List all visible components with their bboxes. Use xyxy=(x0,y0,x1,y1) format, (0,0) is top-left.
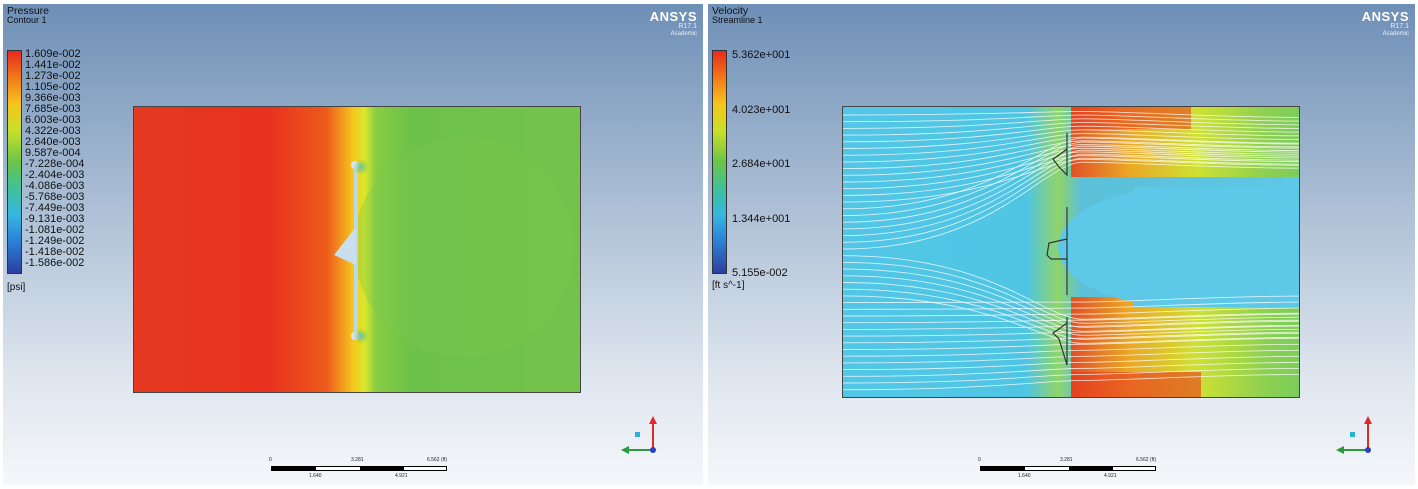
legend-label: -2.404e-003 xyxy=(25,169,85,181)
streamline xyxy=(843,141,1299,216)
streamline xyxy=(843,337,1299,350)
streamline xyxy=(843,153,1299,237)
legend-label: 4.023e+001 xyxy=(732,104,791,116)
streamline xyxy=(843,307,1299,317)
legend-unit: [psi] xyxy=(7,282,26,293)
streamline xyxy=(843,361,1299,377)
legend-label: -7.449e-003 xyxy=(25,202,85,214)
streamline xyxy=(843,301,1299,310)
legend-label: 7.685e-003 xyxy=(25,103,81,115)
streamline xyxy=(843,288,1299,340)
legend-label: 2.640e-003 xyxy=(25,136,81,148)
velocity-viewport[interactable]: Velocity Streamline 1 5.362e+001 4.023e+… xyxy=(708,4,1415,485)
legend-label: -1.586e-002 xyxy=(25,257,85,269)
streamline xyxy=(843,137,1299,210)
legend-label: 9.366e-003 xyxy=(25,92,81,104)
axis-triad xyxy=(1336,416,1372,454)
streamline xyxy=(843,319,1299,330)
streamline xyxy=(843,349,1299,364)
streamline-domain[interactable] xyxy=(842,106,1300,398)
streamline xyxy=(843,144,1299,176)
legend-title: Velocity xyxy=(712,5,749,17)
legend-label: 1.441e-002 xyxy=(25,59,81,71)
streamline xyxy=(843,140,1299,170)
legend-label: 1.273e-002 xyxy=(25,70,81,82)
legend-label: -1.081e-002 xyxy=(25,224,85,236)
legend-label: 4.322e-003 xyxy=(25,125,81,137)
streamline xyxy=(843,255,1299,320)
scale-bar: 0 3.281 6.562 (ft) 1.640 4.921 xyxy=(269,457,448,479)
streamline xyxy=(843,110,1299,118)
legend-title: Pressure xyxy=(7,5,50,17)
streamline xyxy=(843,145,1299,223)
pressure-colorbar xyxy=(7,50,22,274)
pressure-contour-domain[interactable] xyxy=(133,106,581,393)
legend-label: 1.344e+001 xyxy=(732,213,791,225)
legend-label: -9.131e-003 xyxy=(25,213,85,225)
legend-label: 1.609e-002 xyxy=(25,48,81,60)
legend-label: -5.768e-003 xyxy=(25,191,85,203)
legend-label: -1.249e-002 xyxy=(25,235,85,247)
streamline xyxy=(843,331,1299,344)
streamline xyxy=(843,125,1299,143)
streamline xyxy=(843,343,1299,357)
streamline xyxy=(843,313,1299,324)
streamline xyxy=(843,282,1299,336)
streamline xyxy=(843,122,1299,136)
streamline xyxy=(843,157,1299,243)
legend-label: 5.362e+001 xyxy=(732,49,791,61)
legend-subtitle: Streamline 1 xyxy=(712,15,763,25)
streamline xyxy=(843,295,1299,304)
legend-unit: [ft s^-1] xyxy=(712,280,745,291)
ansys-logo: ANSYS R17.1 Academic xyxy=(649,9,697,37)
streamline xyxy=(843,158,1299,203)
legend-label: -7.228e-004 xyxy=(25,158,85,170)
streamline xyxy=(843,133,1299,156)
streamline xyxy=(843,261,1299,324)
axis-triad xyxy=(621,416,657,454)
pressure-contour-plot xyxy=(134,107,580,392)
streamline xyxy=(843,118,1299,129)
streamline xyxy=(843,275,1299,332)
legend-label: -1.418e-002 xyxy=(25,246,85,258)
streamline xyxy=(843,136,1299,163)
ansys-logo: ANSYS R17.1 Academic xyxy=(1361,9,1409,37)
velocity-colorbar xyxy=(712,50,727,274)
streamline xyxy=(843,373,1299,391)
streamline xyxy=(843,147,1299,183)
pressure-viewport[interactable]: Pressure Contour 1 1.609e-002 1.441e-002… xyxy=(3,4,703,485)
streamline xyxy=(843,268,1299,328)
streamline xyxy=(843,155,1299,196)
streamline xyxy=(843,149,1299,230)
streamline-plot xyxy=(843,107,1299,397)
legend-label: 1.105e-002 xyxy=(25,81,81,93)
streamline xyxy=(843,295,1299,344)
streamline xyxy=(843,367,1299,384)
streamline xyxy=(843,355,1299,371)
legend-label: 2.684e+001 xyxy=(732,158,791,170)
streamline xyxy=(843,129,1299,149)
legend-label: -4.086e-003 xyxy=(25,180,85,192)
legend-label: 5.155e-002 xyxy=(732,267,788,279)
legend-label: 9.587e-004 xyxy=(25,147,81,159)
scale-bar: 0 3.281 6.562 (ft) 1.640 4.921 xyxy=(978,457,1157,479)
streamline xyxy=(843,325,1299,337)
streamline xyxy=(843,161,1299,250)
legend-label: 6.003e-003 xyxy=(25,114,81,126)
streamline xyxy=(843,151,1299,190)
legend-subtitle: Contour 1 xyxy=(7,15,47,25)
streamline xyxy=(843,114,1299,123)
